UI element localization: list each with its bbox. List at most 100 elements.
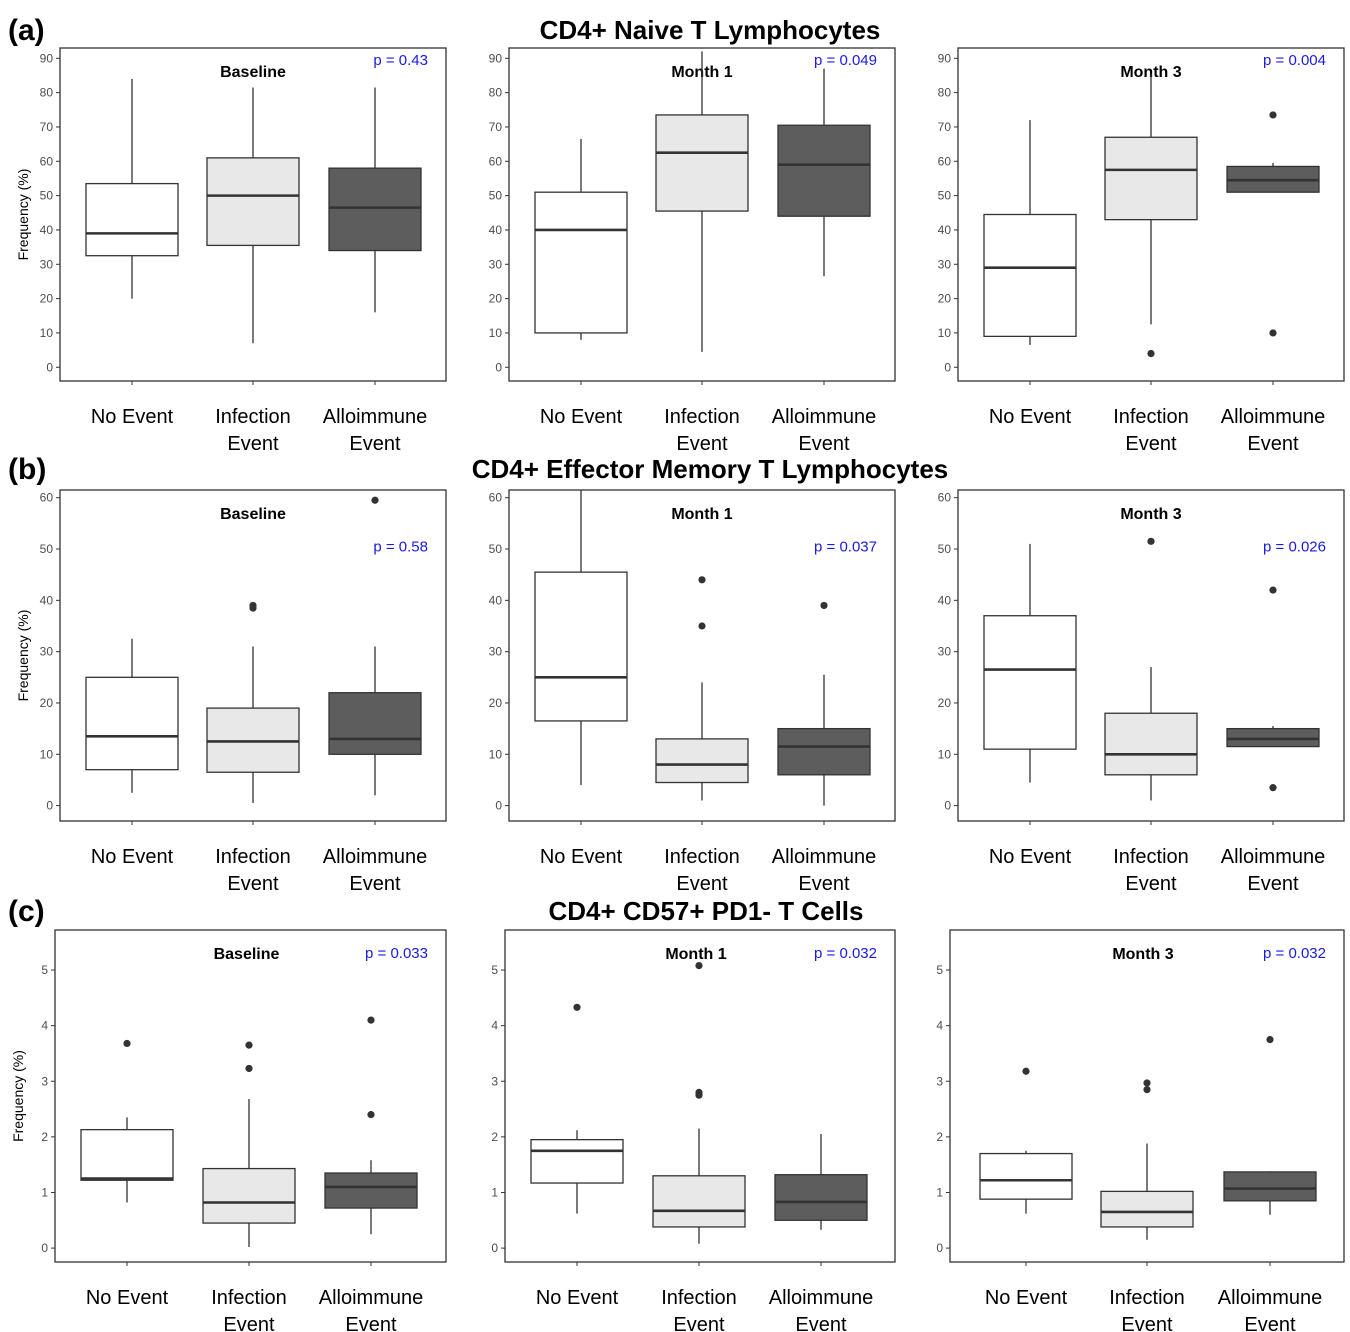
panel-c-month-1-ytick-label: 2 (491, 1130, 498, 1144)
panel-c-baseline-ytick-label: 4 (41, 1019, 48, 1033)
panel-title-a: CD4+ Naive T Lymphocytes (540, 15, 881, 45)
panel-a-baseline-alloimmune-event-box (328, 167, 422, 252)
panel-a-baseline-ytick-label: 30 (40, 257, 54, 271)
panel-a-month-3-ytick-label: 60 (938, 154, 952, 168)
panel-b-month-1-title: Month 1 (671, 506, 732, 523)
panel-c-month-3-no-event-outlier (1022, 1067, 1030, 1075)
panel-a-baseline-ytick-label: 90 (40, 51, 54, 65)
panel-b-baseline-ytick-label: 50 (40, 542, 54, 556)
panel-b-month-3-alloimmune-event-category-label: Alloimmune Event (1221, 846, 1325, 895)
panel-c-month-1-chart: 0 1 2 3 4 5 Month 1 p = 0.032 No Event Infection E… (491, 929, 896, 1332)
panel-b-baseline-infection-event-category-label: Infection Event (215, 846, 291, 895)
panel-c-month-3-alloimmune-event-category-label: Alloimmune Event (1218, 1287, 1322, 1332)
panel-a-baseline-no-event-category-label: No Event (91, 406, 174, 428)
panel-b-month-3-ytick-label: 50 (938, 542, 952, 556)
panel-a-month-3-ytick-label: 40 (938, 223, 952, 237)
panel-a-month-1-ytick-label: 10 (489, 326, 503, 340)
panel-a-month-1-ytick-label: 50 (489, 189, 503, 203)
panel-b-baseline-infection-event-outlier (249, 604, 257, 612)
panel-a-baseline-ytick-label: 80 (40, 86, 54, 100)
panel-a-month-1-ytick-label: 40 (489, 223, 503, 237)
panel-c-baseline-alloimmune-event-outlier (367, 1111, 375, 1119)
panel-c-baseline-no-event-outlier (123, 1039, 131, 1048)
panel-b-month-1-p-value: p = 0.037 (814, 539, 877, 556)
panel-c-month-1-frame (504, 929, 896, 1263)
panel-a-baseline-infection-event-category-label: Infection Event (215, 406, 291, 455)
panel-b-month-3-infection-event-box (1104, 712, 1198, 776)
panel-c-month-1-no-event-category-label: No Event (536, 1287, 619, 1309)
panel-a-month-3-ytick-label: 80 (938, 86, 952, 100)
panel-a-month-1-infection-event-box (655, 114, 749, 212)
panel-label-b: (b) (8, 453, 46, 486)
panel-b-month-1-ytick-label: 30 (489, 645, 503, 659)
panel-b-month-1-ytick-label: 0 (495, 799, 502, 813)
panel-a-baseline-ytick-label: 20 (40, 292, 54, 306)
panel-b-month-1-ytick-label: 20 (489, 696, 503, 710)
panel-c-month-3-ytick-label: 0 (936, 1241, 943, 1255)
panel-c-baseline-ytick-label: 2 (41, 1130, 48, 1144)
panel-a-month-1-p-value: p = 0.049 (814, 52, 877, 69)
panel-b-month-3-infection-event-category-label: Infection Event (1113, 846, 1189, 895)
panel-b-month-3-ytick-label: 10 (938, 747, 952, 761)
panel-b-baseline-ytick-label: 40 (40, 593, 54, 607)
panel-c-month-3-alloimmune-event-box (1223, 1171, 1317, 1202)
panel-c-baseline-chart: 0 1 2 3 4 5 Frequency (%) Baseline p = 0.033 No E… (10, 929, 447, 1332)
panel-a-baseline-ytick-label: 70 (40, 120, 54, 134)
panel-a-baseline-ytick-label: 0 (46, 360, 53, 374)
panel-label-c: (c) (8, 895, 45, 928)
panel-b-month-1-ytick-label: 50 (489, 542, 503, 556)
panel-c-month-1-no-event-box (530, 1139, 624, 1184)
panel-c-month-1-no-event-outlier (573, 1003, 581, 1011)
panel-a-baseline-y-axis-label: Frequency (%) (15, 169, 31, 261)
panel-a-month-1-ytick-label: 20 (489, 292, 503, 306)
panel-a-month-1-no-event-box (534, 191, 628, 334)
panel-a-month-1-infection-event-category-label: Infection Event (664, 406, 740, 455)
panel-c-month-1-alloimmune-event-category-label: Alloimmune Event (769, 1287, 873, 1332)
panel-a-baseline-chart: 0 10 20 30 40 50 60 70 80 90 Frequency (%) Baseline… (15, 47, 447, 455)
panel-b-baseline-alloimmune-event-box (328, 692, 422, 755)
panel-title-c: CD4+ CD57+ PD1- T Cells (548, 896, 863, 926)
panel-label-a: (a) (8, 14, 45, 47)
panel-b-baseline-y-axis-label: Frequency (%) (15, 610, 31, 702)
panel-c-baseline-ytick-label: 0 (41, 1241, 48, 1255)
panel-c-baseline-frame (54, 929, 447, 1263)
panel-b-month-3-ytick-label: 20 (938, 696, 952, 710)
panel-b-month-1-chart: 0 10 20 30 40 50 60 Month 1 p = 0.037 No Event Inf… (489, 489, 896, 895)
panel-title-b: CD4+ Effector Memory T Lymphocytes (472, 454, 949, 484)
panel-c-month-3-alloimmune-event-outlier (1266, 1035, 1274, 1044)
panel-b-baseline-chart: 0 10 20 30 40 50 60 Frequency (%) Baseline p = 0.… (15, 489, 447, 895)
panel-a-month-1-ytick-label: 0 (495, 360, 502, 374)
panel-c-month-1-infection-event-category-label: Infection Event (661, 1287, 737, 1332)
panel-a-month-3-ytick-label: 50 (938, 189, 952, 203)
panel-c-month-1-ytick-label: 1 (491, 1185, 498, 1199)
panel-c-baseline-ytick-label: 5 (41, 963, 48, 977)
panel-a-month-1-ytick-label: 60 (489, 154, 503, 168)
panel-a-month-3-p-value: p = 0.004 (1263, 52, 1326, 69)
panel-a-month-3-alloimmune-event-outlier (1269, 329, 1277, 337)
panel-c-month-1-alloimmune-event-box (774, 1174, 868, 1221)
panel-a-month-1-alloimmune-event-box (777, 124, 871, 217)
panel-b-month-3-ytick-label: 40 (938, 593, 952, 607)
panel-b-baseline-ytick-label: 30 (40, 645, 54, 659)
panel-b-month-1-ytick-label: 60 (489, 491, 503, 505)
panel-c-month-1-infection-event-outlier (695, 1091, 703, 1099)
panel-a-month-3-ytick-label: 20 (938, 292, 952, 306)
panel-b-month-3-title: Month 3 (1120, 506, 1181, 523)
panel-b-baseline-ytick-label: 60 (40, 491, 54, 505)
panel-b-month-1-infection-event-box (655, 738, 749, 784)
panel-a-month-3-ytick-label: 0 (944, 360, 951, 374)
panel-b-baseline-alloimmune-event-outlier (371, 496, 379, 504)
panel-a-month-3-chart: 0 10 20 30 40 50 60 70 80 90 Month 3 p = 0.004 No Ev… (938, 47, 1345, 455)
panel-c-baseline-no-event-category-label: No Event (86, 1287, 169, 1309)
panel-a-baseline-ytick-label: 10 (40, 326, 54, 340)
panel-a-month-3-infection-event-outlier (1147, 349, 1155, 358)
panel-b-month-1-infection-event-category-label: Infection Event (664, 846, 740, 895)
panel-b-baseline-p-value: p = 0.58 (373, 539, 428, 556)
panel-b-baseline-ytick-label: 20 (40, 696, 54, 710)
panel-a-baseline-ytick-label: 40 (40, 223, 54, 237)
panel-a-month-3-alloimmune-event-category-label: Alloimmune Event (1221, 406, 1325, 455)
panel-c-baseline-infection-event-category-label: Infection Event (211, 1287, 287, 1332)
panel-c-baseline-infection-event-outlier (245, 1064, 253, 1073)
